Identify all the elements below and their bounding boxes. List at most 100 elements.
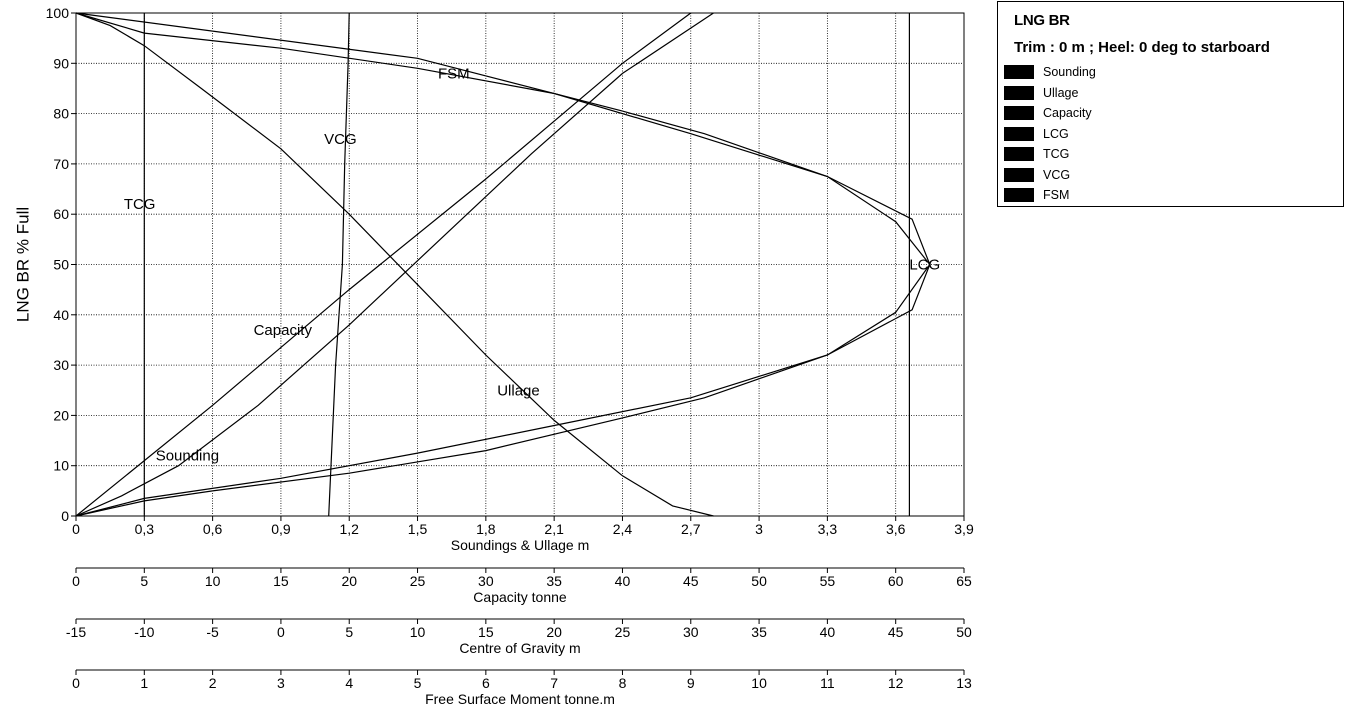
y-axis-label: LNG BR % Full — [13, 207, 32, 322]
x-axis-label: Soundings & Ullage m — [451, 537, 590, 553]
y-tick-label: 30 — [53, 357, 69, 373]
x-tick-label: 6 — [482, 675, 490, 691]
series-label-sounding: Sounding — [156, 448, 219, 465]
x-tick-label: 11 — [820, 675, 835, 691]
x-tick-label: 0 — [72, 675, 80, 691]
x-tick-label: 0,9 — [271, 521, 291, 537]
y-tick-label: 100 — [46, 5, 70, 21]
x-tick-label: 5 — [140, 573, 148, 589]
x-tick-label: 5 — [345, 624, 353, 640]
legend-item-vcg: VCG — [1004, 165, 1096, 186]
legend: LNG BR Trim : 0 m ; Heel: 0 deg to starb… — [997, 1, 1344, 207]
x-axis-label: Centre of Gravity m — [459, 640, 580, 656]
x-tick-label: 60 — [888, 573, 904, 589]
x-tick-label: 55 — [820, 573, 836, 589]
x-tick-label: 2,1 — [544, 521, 564, 537]
x-tick-label: 10 — [410, 624, 426, 640]
series-label-lcg: LCG — [909, 257, 940, 274]
x-tick-label: 0 — [72, 521, 80, 537]
y-tick-label: 90 — [53, 55, 69, 71]
x-tick-label: 1,8 — [476, 521, 496, 537]
series-line-capacity — [75, 12, 692, 517]
x-tick-label: 3,6 — [886, 521, 906, 537]
legend-label: Sounding — [1043, 65, 1096, 80]
y-tick-label: 0 — [61, 508, 69, 524]
x-tick-label: 35 — [546, 573, 562, 589]
x-axis-label: Capacity tonne — [473, 589, 567, 605]
legend-swatch — [1004, 106, 1034, 121]
x-tick-label: 3,9 — [954, 521, 974, 537]
x-tick-label: -15 — [66, 624, 86, 640]
x-tick-label: -5 — [206, 624, 219, 640]
x-tick-label: 65 — [956, 573, 972, 589]
x-tick-label: 2,4 — [613, 521, 633, 537]
y-tick-label: 80 — [53, 106, 69, 122]
legend-title: LNG BR — [1014, 12, 1070, 29]
series-label-capacity: Capacity — [254, 322, 313, 339]
legend-item-fsm: FSM — [1004, 185, 1096, 206]
series-label-tcg: TCG — [124, 196, 156, 213]
legend-item-tcg: TCG — [1004, 144, 1096, 165]
series-line-vcg — [328, 12, 350, 517]
x-tick-label: 1,5 — [408, 521, 428, 537]
x-tick-label: 0 — [72, 573, 80, 589]
x-tick-label: 40 — [615, 573, 631, 589]
legend-subtitle: Trim : 0 m ; Heel: 0 deg to starboard — [1014, 39, 1270, 56]
legend-label: LCG — [1043, 126, 1069, 141]
legend-label: VCG — [1043, 167, 1071, 182]
x-tick-label: 25 — [410, 573, 426, 589]
x-tick-label: 7 — [550, 675, 558, 691]
legend-label: TCG — [1043, 147, 1070, 162]
x-tick-label: 3,3 — [818, 521, 838, 537]
x-tick-label: 35 — [751, 624, 767, 640]
legend-item-lcg: LCG — [1004, 124, 1096, 145]
x-tick-label: 5 — [414, 675, 422, 691]
x-tick-label: 10 — [205, 573, 221, 589]
x-tick-label: 4 — [345, 675, 353, 691]
series-label-ullage: Ullage — [497, 382, 540, 399]
legend-swatch — [1004, 65, 1034, 80]
x-axis-label: Free Surface Moment tonne.m — [425, 691, 615, 707]
series-line-sounding — [75, 12, 714, 517]
x-tick-label: 45 — [888, 624, 904, 640]
x-tick-label: 1,2 — [339, 521, 359, 537]
x-tick-label: 30 — [683, 624, 699, 640]
x-tick-label: 50 — [956, 624, 972, 640]
y-tick-label: 20 — [53, 407, 69, 423]
x-tick-label: 15 — [478, 624, 494, 640]
legend-item-ullage: Ullage — [1004, 83, 1096, 104]
x-tick-label: 40 — [820, 624, 836, 640]
x-tick-label: 8 — [619, 675, 627, 691]
legend-label: Capacity — [1043, 106, 1092, 121]
series-label-vcg: VCG — [324, 131, 357, 148]
legend-swatch — [1004, 188, 1034, 203]
legend-label: FSM — [1043, 188, 1070, 203]
legend-items: Sounding Ullage Capacity LCG TCG VCG FSM — [1004, 62, 1096, 206]
x-tick-label: 1 — [140, 675, 148, 691]
x-tick-label: 3 — [277, 675, 285, 691]
legend-swatch — [1004, 126, 1034, 141]
series-line-ullage — [75, 12, 714, 517]
x-tick-label: 13 — [956, 675, 972, 691]
y-tick-label: 40 — [53, 307, 69, 323]
x-tick-label: 12 — [888, 675, 904, 691]
x-tick-label: 10 — [751, 675, 767, 691]
x-tick-label: 2 — [209, 675, 217, 691]
series-label-fsm: FSM — [438, 65, 470, 82]
x-tick-label: 20 — [341, 573, 357, 589]
x-tick-label: 50 — [751, 573, 767, 589]
y-tick-label: 70 — [53, 156, 69, 172]
legend-swatch — [1004, 167, 1034, 182]
y-tick-label: 10 — [53, 458, 69, 474]
legend-item-sounding: Sounding — [1004, 62, 1096, 83]
x-tick-label: 25 — [615, 624, 631, 640]
x-tick-label: 0 — [277, 624, 285, 640]
x-tick-label: 0,3 — [135, 521, 155, 537]
x-tick-label: 30 — [478, 573, 494, 589]
legend-swatch — [1004, 147, 1034, 162]
x-tick-label: 3 — [755, 521, 763, 537]
legend-swatch — [1004, 85, 1034, 100]
x-tick-label: 45 — [683, 573, 699, 589]
x-tick-label: -10 — [134, 624, 154, 640]
